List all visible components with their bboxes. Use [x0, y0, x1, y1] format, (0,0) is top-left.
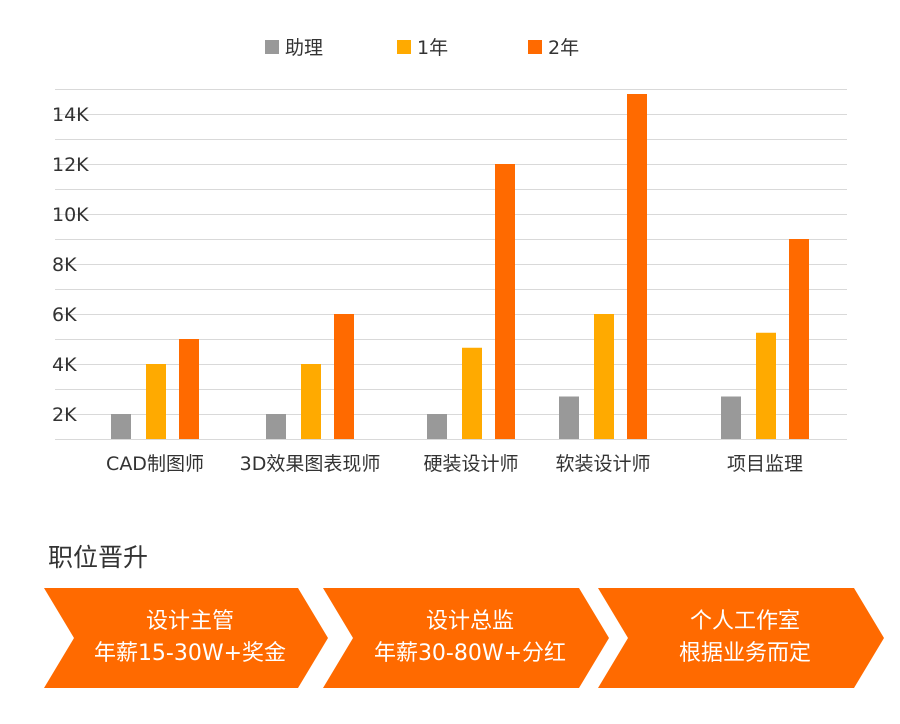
y-tick-label: 4K	[52, 354, 77, 376]
y-tick-label: 10K	[52, 204, 89, 226]
legend-swatch	[528, 40, 542, 54]
bar	[334, 314, 354, 439]
arrow-shape-icon	[44, 588, 328, 688]
legend-label: 1年	[417, 37, 448, 59]
y-tick-label: 6K	[52, 304, 77, 326]
career-step-1: 设计主管 年薪15-30W+奖金	[44, 588, 328, 688]
career-step-2: 设计总监 年薪30-80W+分红	[323, 588, 609, 688]
bar	[266, 414, 286, 439]
bar	[301, 364, 321, 439]
bar	[721, 396, 741, 439]
x-category-label: CAD制图师	[106, 453, 204, 475]
legend-label: 助理	[285, 37, 323, 59]
x-category-label: 硬装设计师	[423, 453, 518, 475]
x-category-label: 项目监理	[727, 453, 803, 475]
x-category-label: 软装设计师	[555, 453, 650, 475]
bar	[627, 94, 647, 439]
bar	[789, 239, 809, 439]
career-step-1-salary: 年薪15-30W+奖金	[93, 641, 287, 666]
career-step-3-salary: 根据业务而定	[678, 641, 811, 666]
bar	[756, 332, 776, 439]
bar	[594, 314, 614, 439]
career-step-3: 个人工作室 根据业务而定	[598, 588, 884, 688]
salary-bar-chart: 2K 4K 6K 8K 10K 12K 14K CAD制图师 3D效果图表现师 硬装设计师 软装设计…	[52, 37, 847, 475]
career-step-2-title: 设计总监	[425, 609, 514, 634]
arrow-shape-icon	[598, 588, 884, 688]
y-tick-label: 14K	[52, 104, 89, 126]
career-step-2-salary: 年薪30-80W+分红	[373, 641, 567, 666]
x-category-label: 3D效果图表现师	[240, 453, 381, 475]
career-step-1-title: 设计主管	[145, 609, 234, 634]
y-tick-label: 2K	[52, 404, 77, 426]
career-section-title: 职位晋升	[48, 543, 149, 572]
bar	[495, 164, 515, 439]
bar	[146, 364, 166, 439]
legend-swatch	[265, 40, 279, 54]
y-tick-label: 12K	[52, 154, 89, 176]
career-progression: 设计主管 年薪15-30W+奖金 设计总监 年薪30-80W+分红 个人工作室 …	[0, 588, 900, 692]
bar	[427, 414, 447, 439]
y-tick-label: 8K	[52, 254, 77, 276]
bar	[179, 339, 199, 439]
bar	[111, 414, 131, 439]
legend-label: 2年	[548, 37, 579, 59]
arrow-shape-icon	[323, 588, 609, 688]
bar	[462, 347, 482, 439]
legend-swatch	[397, 40, 411, 54]
career-step-3-title: 个人工作室	[689, 609, 800, 634]
bar	[559, 396, 579, 439]
